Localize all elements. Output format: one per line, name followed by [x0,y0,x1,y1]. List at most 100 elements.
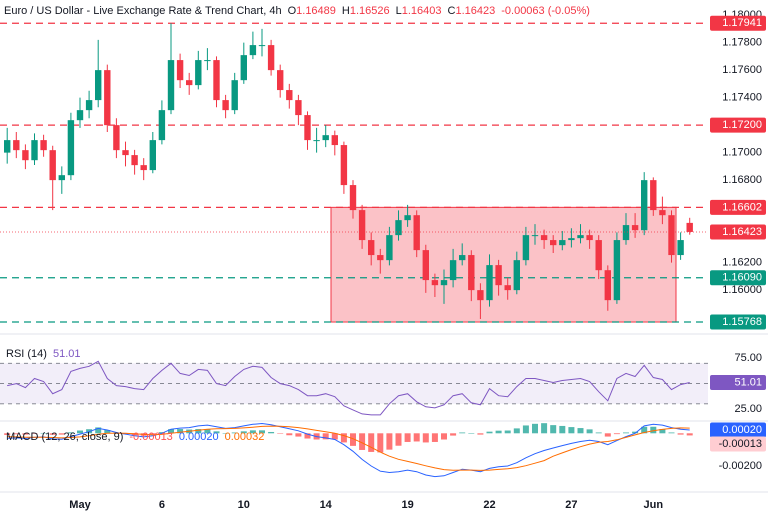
candle-body [386,235,393,261]
histogram-bar [340,433,347,443]
histogram-bar [231,432,238,434]
candle-body [622,225,630,241]
candle-body [440,280,448,286]
histogram-bar [350,433,356,446]
candle-body [149,140,156,171]
histogram-bar [67,432,74,434]
histogram-bar [58,433,65,435]
candle-body [404,215,411,221]
y-tick-label: 1.16000 [722,284,762,296]
candle-body [477,290,484,301]
histogram-bar [431,433,438,442]
level-label: 1.17200 [722,119,762,131]
rsi-value: 51.01 [53,348,81,360]
candle-body [395,220,402,236]
histogram-bar [13,433,20,435]
candle-body [550,240,557,246]
panel-title: RSI (14) [6,348,47,360]
candle-body [267,45,275,71]
candle-body [322,135,329,141]
y-tick-label: 25.00 [734,403,762,415]
candle-body [104,70,111,126]
x-tick-label: 22 [483,499,495,511]
candle-body [13,140,20,151]
candle-body [659,210,666,216]
histogram-bar [277,433,284,434]
level-label: 1.16090 [722,272,762,284]
histogram-bar [586,429,593,434]
histogram-bar [22,433,29,435]
ohlc-value: 1.16526 [350,5,390,17]
candle-body [358,210,366,241]
histogram-bar [368,433,375,452]
candle-body [459,255,466,261]
candle-body [349,185,357,211]
ohlc-label: H [342,5,350,17]
histogram-bar [623,432,629,434]
ohlc-value: 1.16403 [402,5,442,17]
histogram-bar [650,426,657,434]
histogram-bar [459,432,466,434]
candle-body [631,225,639,231]
candle-body [340,145,348,186]
candle-body [559,240,566,246]
candle-body [650,180,657,211]
x-tick-label: 10 [238,499,250,511]
rsi-last-label: 51.01 [734,376,762,388]
candle-body [431,280,439,286]
last-price-label: 1.16423 [722,226,762,238]
y-tick-label: 75.00 [734,352,762,364]
histogram-bar [377,433,384,453]
last-price-label-box [710,224,766,240]
candle-body [204,60,211,62]
y-tick-label: 1.16200 [722,257,762,269]
histogram-bar [532,423,538,434]
histogram-bar [422,433,429,443]
ohlc-label: L [396,5,402,17]
candle-body [249,45,257,56]
ohlc-label: C [448,5,456,17]
candle-body [568,238,575,241]
ohlc-value: 1.16423 [455,5,495,17]
candle-body [468,255,475,291]
level-label-box [710,199,766,215]
candle-body [413,215,420,251]
histogram-bar [413,433,420,442]
histogram-bar [677,433,684,435]
histogram-bar [149,433,156,435]
rsi-last-label-box [710,375,766,391]
candle-body [313,140,320,142]
candle-body [76,110,84,121]
panel-header: RSI (14) 51.01 [6,348,81,360]
histogram-bar [513,428,520,434]
candle-body [113,125,120,151]
histogram-bar [304,433,311,439]
y-tick-label: 1.16800 [722,174,762,186]
candle-body [577,235,584,239]
candle-body [595,240,602,271]
candle-body [677,240,684,256]
candle-body [286,90,293,101]
histogram-bar [4,433,11,435]
histogram-bar [604,433,611,437]
histogram-bar [613,433,620,435]
histogram-bar [268,431,275,434]
candle-body [277,70,284,91]
candle-body [167,60,175,111]
candle-body [140,165,147,171]
histogram-bar [40,432,47,434]
histogram-bar [495,430,502,434]
macd-value: 0.00032 [225,431,265,443]
y-tick-label: 1.17000 [722,147,762,159]
candle-body [95,70,102,101]
candle-body [131,155,138,166]
histogram-bar [595,432,602,434]
candle-body [331,135,338,146]
candle-body [422,250,429,281]
change-value: -0.00063 (-0.05%) [501,5,590,17]
histogram-bar [177,429,184,434]
histogram-bar [522,425,529,434]
candle-body [176,60,184,81]
